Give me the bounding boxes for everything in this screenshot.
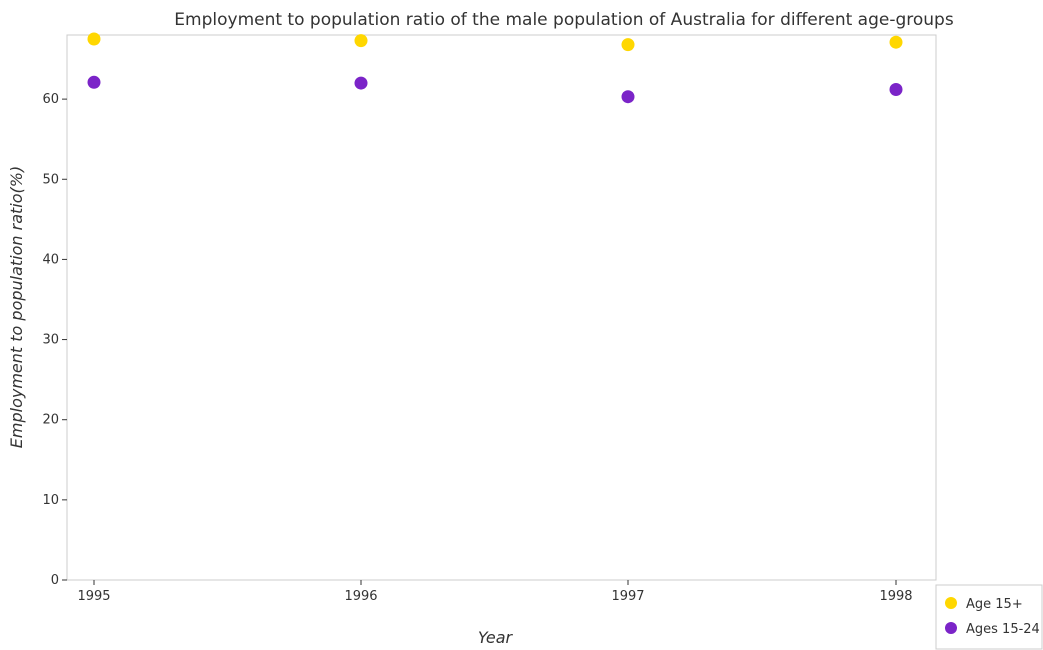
- y-tick-label: 0: [51, 573, 59, 588]
- x-axis: 1995 1996 1997 1998: [77, 580, 913, 604]
- x-axis-title: Year: [478, 628, 514, 647]
- data-point-age-15-plus: [354, 34, 368, 48]
- x-tick-label: 1998: [879, 589, 912, 604]
- x-tick-label: 1997: [611, 589, 644, 604]
- x-tick-label: 1996: [344, 589, 377, 604]
- legend-label-ages-15-24: Ages 15-24: [966, 622, 1040, 637]
- data-point-age-15-plus: [889, 35, 903, 49]
- legend-marker-age-15-plus: [945, 597, 957, 609]
- data-points: [87, 32, 903, 104]
- y-tick-label: 10: [42, 493, 59, 508]
- legend-label-age-15-plus: Age 15+: [966, 597, 1023, 612]
- chart-title: Employment to population ratio of the ma…: [174, 10, 954, 30]
- y-tick-label: 30: [42, 333, 59, 348]
- y-tick-label: 60: [42, 92, 59, 107]
- y-axis: 0 10 20 30 40 50 60: [42, 92, 67, 588]
- data-point-age-15-plus: [87, 32, 101, 46]
- x-tick-label: 1995: [77, 589, 110, 604]
- legend-box: [935, 584, 1043, 650]
- data-point-age-15-plus: [621, 38, 635, 52]
- data-point-ages-15-24: [354, 76, 368, 90]
- plot-area: [66, 34, 937, 581]
- data-point-ages-15-24: [87, 75, 101, 89]
- data-point-ages-15-24: [621, 90, 635, 104]
- y-tick-label: 20: [42, 413, 59, 428]
- y-axis-title: Employment to population ratio(%): [7, 166, 26, 448]
- legend-marker-ages-15-24: [945, 622, 957, 634]
- y-tick-label: 50: [42, 172, 59, 187]
- y-tick-label: 40: [42, 252, 59, 267]
- data-point-ages-15-24: [889, 83, 903, 96]
- legend: Age 15+ Ages 15-24: [935, 584, 1043, 650]
